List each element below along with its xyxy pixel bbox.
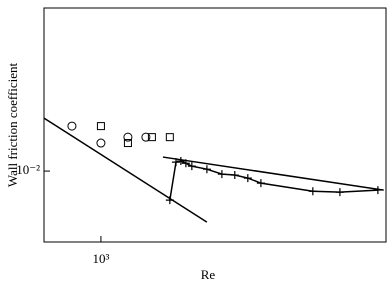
plus-marker xyxy=(202,165,211,174)
y-tick-label: 10⁻² xyxy=(16,162,40,177)
square-marker xyxy=(123,139,132,148)
square-marker xyxy=(147,133,156,142)
plus-marker xyxy=(181,159,190,168)
plus-marker xyxy=(165,196,174,205)
plus-marker xyxy=(256,179,265,188)
plot-frame xyxy=(43,7,387,243)
plus-marker xyxy=(373,186,382,195)
plus-marker xyxy=(308,187,317,196)
square-marker xyxy=(96,122,105,131)
y-axis-label: Wall friction coefficient xyxy=(5,62,20,187)
plus-marker xyxy=(230,171,239,180)
series-line xyxy=(43,117,208,223)
square-marker xyxy=(165,133,174,142)
plus-marker xyxy=(187,162,196,171)
x-tick-label: 10³ xyxy=(92,251,109,266)
circle-marker xyxy=(123,132,133,142)
plus-marker xyxy=(243,174,252,183)
plus-marker xyxy=(335,188,344,197)
plus-marker xyxy=(176,157,185,166)
x-axis-label: Re xyxy=(201,267,216,282)
circle-marker xyxy=(141,132,151,142)
plus-marker xyxy=(171,158,180,167)
series-line xyxy=(169,160,378,201)
plus-marker xyxy=(217,170,226,179)
series-line xyxy=(162,156,384,191)
circle-marker xyxy=(96,138,106,148)
circle-marker xyxy=(67,121,77,131)
